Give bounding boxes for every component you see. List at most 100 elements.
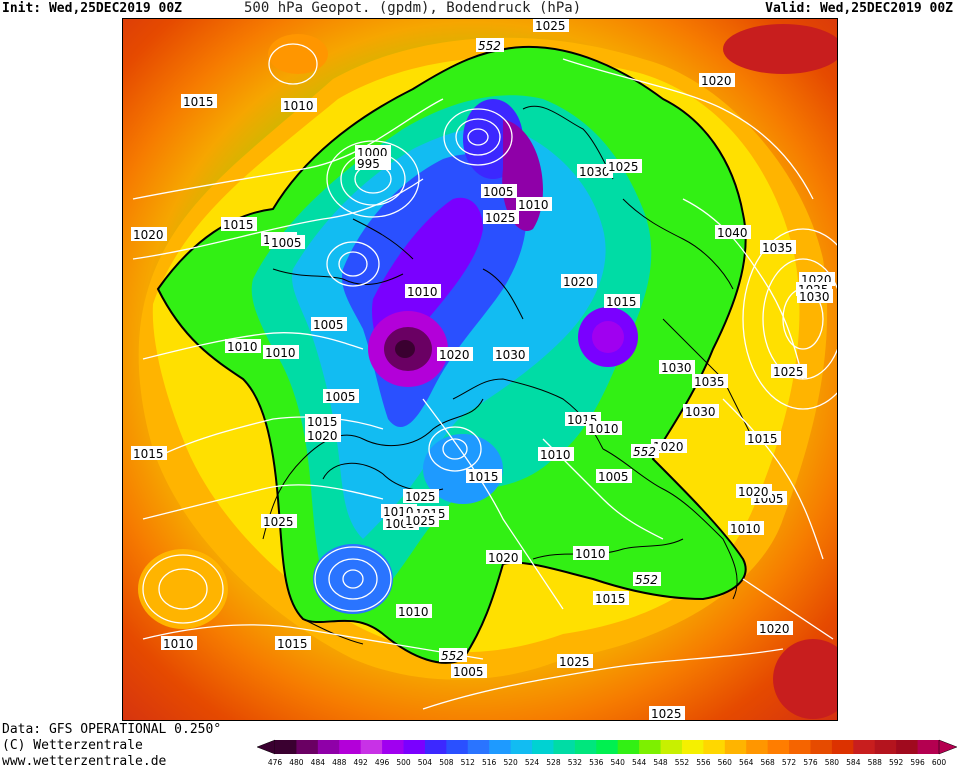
colorbar-tick-label: 592 [889, 758, 904, 767]
colorbar-swatch [874, 740, 897, 754]
isobar-label: 1030 [799, 290, 830, 304]
warm-cell-northeast [723, 24, 837, 74]
isobar-label: 1005 [483, 185, 514, 199]
isobar-label: 1020 [488, 551, 519, 565]
isobar-label: 1025 [405, 490, 436, 504]
colorbar-tick-label: 600 [932, 758, 947, 767]
colorbar-tick-label: 512 [461, 758, 476, 767]
isobar-label: 1035 [694, 375, 725, 389]
isobar-label: 1010 [265, 346, 296, 360]
colorbar-tick-label: 516 [482, 758, 497, 767]
colorbar-tick-label: 544 [632, 758, 647, 767]
colorbar-tick-label: 524 [525, 758, 540, 767]
isobar-label: 1025 [651, 707, 682, 720]
colorbar-swatch [446, 740, 469, 754]
isobar-label: 1005 [313, 318, 344, 332]
contour-label-552: 552 [633, 445, 656, 459]
colorbar-swatch [896, 740, 919, 754]
colorbar-swatch [296, 740, 319, 754]
isobar-label: 1015 [747, 432, 778, 446]
colorbar-tick-label: 564 [739, 758, 754, 767]
valid-time-label: Valid: Wed,25DEC2019 00Z [765, 1, 953, 16]
colorbar-swatch [382, 740, 405, 754]
isobar-label: 1005 [271, 236, 302, 250]
isobar-label: 1015 [606, 295, 637, 309]
colorbar-swatch [553, 740, 576, 754]
colorbar-tick-label: 488 [332, 758, 347, 767]
isobar-label: 1005 [453, 665, 484, 679]
isobar-label: 1040 [717, 226, 748, 240]
colorbar-tick-label: 480 [289, 758, 304, 767]
colorbar-tick-label: 548 [653, 758, 668, 767]
website-link[interactable]: www.wetterzentrale.de [2, 754, 167, 769]
isobar-label: 1015 [277, 637, 308, 651]
isobar-label: 1010 [518, 198, 549, 212]
colorbar-swatch [831, 740, 854, 754]
isobar-label: 1035 [762, 241, 793, 255]
colorbar-swatch [403, 740, 426, 754]
colorbar-tick-label: 568 [760, 758, 775, 767]
colorbar-swatch [574, 740, 597, 754]
colorbar-swatch [360, 740, 383, 754]
colorbar-swatch [532, 740, 554, 754]
colorbar-tick-label: 580 [825, 758, 840, 767]
geopotential-map: 1025 1020 1015 1010 1015 1010 1020 1015 … [123, 19, 837, 720]
colorbar-arrow-left [256, 739, 276, 755]
colorbar-swatch [789, 740, 811, 754]
colorbar-tick-label: 556 [696, 758, 711, 767]
colorbar-swatch [489, 740, 512, 754]
colorbar-tick-label: 520 [503, 758, 518, 767]
isobar-label: 995 [357, 157, 380, 171]
isobar-label: 1010 [227, 340, 258, 354]
contour-label-552: 552 [441, 649, 464, 663]
colorbar-swatch [339, 740, 362, 754]
colorbar-tick-label: 508 [439, 758, 454, 767]
isobar-label: 1025 [405, 514, 436, 528]
isobars [132, 43, 837, 710]
isobar-label: 1020 [701, 74, 732, 88]
colorbar-swatch [639, 740, 662, 754]
contour-label-552: 552 [478, 39, 501, 53]
isobar-label: 1025 [263, 515, 294, 529]
colorbar-tick-label: 496 [375, 758, 390, 767]
contour-label-552: 552 [635, 573, 658, 587]
colorbar-swatch [853, 740, 876, 754]
colorbar-tick-label: 532 [568, 758, 583, 767]
isobar-label: 1030 [495, 348, 526, 362]
warm-cell-southwest [138, 549, 228, 629]
isobar-label: 1025 [608, 160, 639, 174]
isobar-label: 1010 [575, 547, 606, 561]
isobar-label: 1020 [133, 228, 164, 242]
colorbar-swatch [681, 740, 704, 754]
isobar-label: 1020 [738, 485, 769, 499]
colorbar-tick-label: 596 [910, 758, 925, 767]
siberian-low-center [592, 321, 624, 353]
colorbar-swatch [767, 740, 790, 754]
colorbar-swatch [810, 740, 833, 754]
isobar-label: 1015 [468, 470, 499, 484]
colorbar-swatch [703, 740, 726, 754]
isobar-label: 1025 [559, 655, 590, 669]
isobar-label: 1015 [223, 218, 254, 232]
init-time-label: Init: Wed,25DEC2019 00Z [2, 1, 183, 16]
map-panel: 1025 1020 1015 1010 1015 1010 1020 1015 … [122, 18, 838, 721]
color-scale-bar: 476 480 484 488 492 496 500 504 508 512 516 520 524 5… [255, 738, 959, 774]
isobar-label: 1010 [407, 285, 438, 299]
colorbar-swatch [510, 740, 533, 754]
isobar-label: 1015 [133, 447, 164, 461]
colorbar-swatch [724, 740, 747, 754]
isobar-label: 1025 [535, 19, 566, 33]
colorbar-swatch [424, 740, 447, 754]
isobar-label: 1025 [773, 365, 804, 379]
isobar-label: 1010 [398, 605, 429, 619]
isobar-label: 1005 [325, 390, 356, 404]
colorbar-swatch [317, 740, 340, 754]
isobar-label: 1010 [588, 422, 619, 436]
isobar-label: 1030 [685, 405, 716, 419]
colorbar-arrow-right [938, 739, 958, 755]
isobar-label: 1010 [540, 448, 571, 462]
pacific-low [313, 544, 393, 614]
data-source-label: Data: GFS OPERATIONAL 0.250° [2, 722, 222, 737]
colorbar-swatch [275, 740, 297, 754]
isobar-label: 1010 [730, 522, 761, 536]
